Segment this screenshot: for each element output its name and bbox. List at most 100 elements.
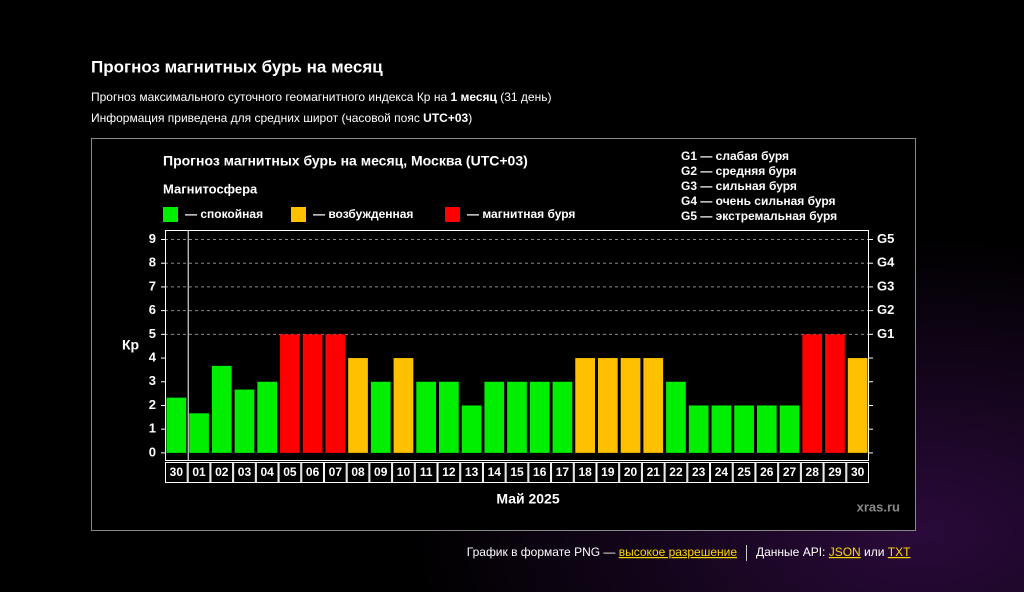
footer-api: Данные API: JSON или TXT — [756, 545, 911, 559]
category-box — [573, 462, 597, 483]
x-tick-label: 21 — [647, 465, 661, 479]
text: 1 месяц — [450, 90, 497, 104]
x-tick-label: 06 — [306, 465, 320, 479]
y-tick-label: 9 — [149, 231, 156, 246]
x-tick-label: 22 — [669, 465, 683, 479]
credit: xras.ru — [857, 499, 900, 514]
bar — [439, 381, 459, 453]
x-tick-label: 13 — [465, 465, 479, 479]
x-tick-label: 24 — [715, 465, 729, 479]
x-tick-label: 26 — [760, 465, 774, 479]
x-tick-label: 25 — [737, 465, 751, 479]
x-tick-label: 28 — [806, 465, 820, 479]
text: (31 день) — [497, 90, 552, 104]
bar — [552, 381, 573, 453]
bar — [802, 334, 823, 453]
y2-tick-label: G4 — [877, 255, 895, 270]
bar — [211, 365, 232, 453]
bar — [825, 334, 845, 453]
x-tick-label: 27 — [783, 465, 797, 479]
category-box — [437, 462, 461, 483]
y-tick-label: 4 — [149, 349, 157, 364]
category-box — [619, 462, 642, 483]
legend-label: — магнитная буря — [467, 207, 575, 221]
y-axis-label: Кр — [122, 337, 139, 353]
bar — [325, 334, 346, 453]
storm-legend: G5 — экстремальная буря — [681, 209, 837, 223]
text: Прогноз максимального суточного геомагни… — [91, 90, 450, 104]
bar — [257, 381, 278, 453]
footer-png: График в формате PNG — высокое разрешени… — [467, 545, 738, 559]
y-tick-label: 7 — [149, 278, 156, 293]
x-tick-label: 12 — [442, 465, 456, 479]
bar — [189, 413, 209, 453]
bar — [302, 334, 323, 453]
category-box — [233, 462, 256, 483]
category-box — [823, 462, 847, 483]
legend-swatch — [163, 207, 178, 222]
plot-frame — [165, 230, 869, 461]
category-box — [641, 462, 665, 483]
bar — [620, 358, 641, 453]
bar — [711, 405, 732, 453]
x-axis-label: Май 2025 — [496, 491, 559, 507]
y-tick-label: 5 — [149, 326, 156, 341]
x-tick-label: 30 — [170, 465, 184, 479]
x-tick-label: 01 — [192, 465, 206, 479]
category-box — [414, 462, 438, 483]
text: PNG — [574, 545, 600, 559]
page-title: Прогноз магнитных бурь на месяц — [91, 57, 383, 76]
x-tick-label: 09 — [374, 465, 388, 479]
y2-tick-label: G2 — [877, 302, 894, 317]
x-tick-label: 23 — [692, 465, 706, 479]
text: График в формате — [467, 545, 574, 559]
x-tick-label: 03 — [238, 465, 252, 479]
link[interactable]: JSON — [829, 545, 861, 559]
bar — [507, 381, 527, 453]
bar — [575, 358, 595, 453]
subtitle: Информация приведена для средних широт (… — [91, 111, 472, 125]
storm-legend: G1 — слабая буря — [681, 149, 789, 163]
bar — [847, 358, 868, 453]
category-box — [323, 462, 347, 483]
bar — [280, 334, 300, 453]
bar — [734, 405, 754, 453]
x-tick-label: 02 — [215, 465, 229, 479]
category-box — [846, 462, 870, 483]
x-tick-label: 20 — [624, 465, 638, 479]
text: — — [600, 545, 619, 559]
x-tick-label: 08 — [351, 465, 365, 479]
category-box — [187, 462, 211, 483]
chart-title: Прогноз магнитных бурь на месяц, Москва … — [163, 153, 528, 169]
category-box — [369, 462, 393, 483]
storm-legend: G2 — средняя буря — [681, 164, 797, 178]
category-box — [664, 462, 688, 483]
y-tick-label: 8 — [149, 255, 156, 270]
category-box — [596, 462, 620, 483]
category-box — [800, 462, 824, 483]
x-tick-label: 05 — [283, 465, 297, 479]
y2-tick-label: G5 — [877, 231, 894, 246]
x-tick-label: 15 — [510, 465, 524, 479]
y-tick-label: 6 — [149, 302, 156, 317]
x-tick-label: 04 — [261, 465, 275, 479]
x-tick-label: 18 — [578, 465, 592, 479]
category-box — [778, 462, 801, 483]
category-box — [732, 462, 756, 483]
text: ) — [468, 111, 472, 125]
link[interactable]: TXT — [888, 545, 911, 559]
x-tick-label: 30 — [851, 465, 865, 479]
text: Информация приведена для средних широт (… — [91, 111, 423, 125]
bar — [370, 381, 391, 453]
text: или — [861, 545, 888, 559]
bar — [597, 358, 618, 453]
x-tick-label: 29 — [828, 465, 842, 479]
bar — [756, 405, 777, 453]
legend-swatch — [291, 207, 306, 222]
x-tick-label: 17 — [556, 465, 570, 479]
link[interactable]: высокое разрешение — [619, 545, 738, 559]
text: Данные API: — [756, 545, 829, 559]
y-tick-label: 2 — [149, 397, 156, 412]
x-tick-label: 16 — [533, 465, 547, 479]
